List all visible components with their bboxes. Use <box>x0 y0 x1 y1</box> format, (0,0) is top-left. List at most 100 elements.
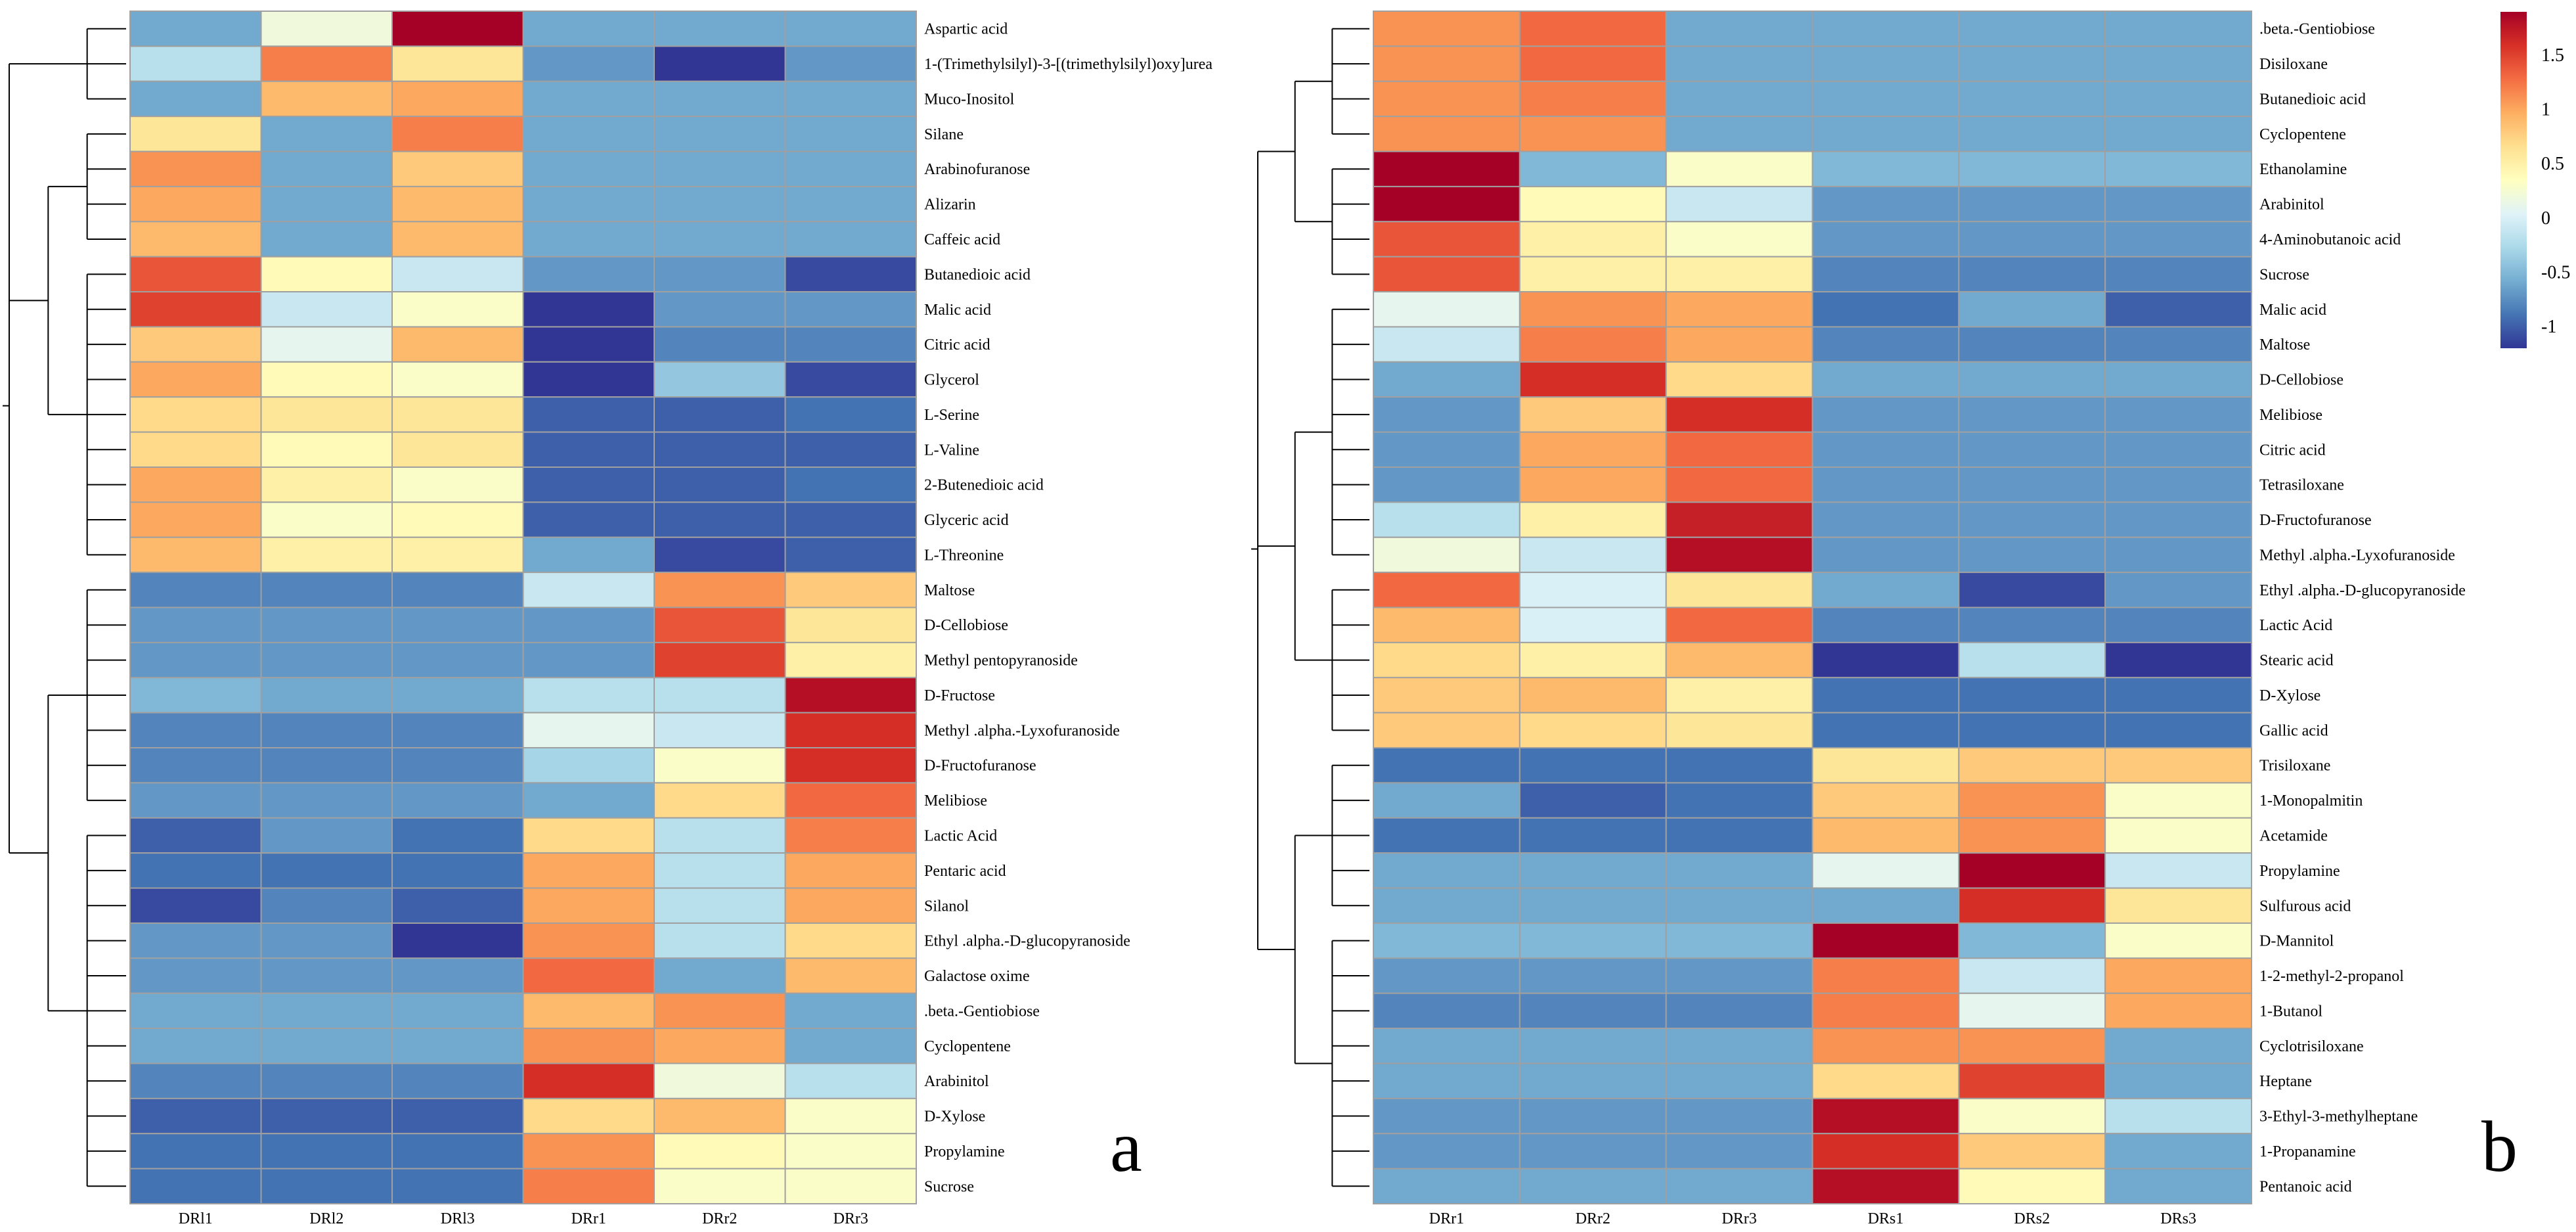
heatmap-cell-b-arabinitol-drs3 <box>2104 185 2252 223</box>
column-label-a-drr2: DRr2 <box>702 1210 737 1227</box>
heatmap-cell-a-1-trimethylsilyl-3-trimethylsilyl-oxy-urea-drl1 <box>129 45 262 82</box>
row-label-a-1-trimethylsilyl-3-trimethylsilyl-oxy-urea: 1-(Trimethylsilyl)-3-[(trimethylsilyl)ox… <box>924 56 1212 73</box>
heatmap-cell-b-trisiloxane-drr2 <box>1519 747 1667 784</box>
heatmap-cell-a-propylamine-drr3 <box>784 1133 917 1170</box>
heatmap-cell-a-caffeic-acid-drr2 <box>654 221 786 258</box>
row-label-b-d-mannitol: D-Mannitol <box>2259 933 2334 950</box>
heatmap-cell-a-methyl-alpha-lyxofuranoside-drl2 <box>260 712 393 749</box>
heatmap-cell-b-methyl-alpha-lyxofuranoside-drr1 <box>1373 536 1521 574</box>
heatmap-cell-b-d-xylose-drr3 <box>1665 677 1813 714</box>
heatmap-cell-b-stearic-acid-drs3 <box>2104 641 2252 679</box>
heatmap-cell-b-d-cellobiose-drs1 <box>1811 361 1960 398</box>
heatmap-cell-b-sucrose-drs3 <box>2104 256 2252 293</box>
heatmap-cell-a-glycerol-drr1 <box>522 361 655 398</box>
heatmap-cell-a-maltose-drr3 <box>784 572 917 608</box>
heatmap-cell-a-muco-inositol-drl1 <box>129 80 262 118</box>
heatmap-cell-b-1-butanol-drs3 <box>2104 992 2252 1030</box>
heatmap-cell-b-d-cellobiose-drs3 <box>2104 361 2252 398</box>
row-label-b-lactic-acid: Lactic Acid <box>2259 617 2332 634</box>
heatmap-cell-b-cyclotrisiloxane-drr2 <box>1519 1028 1667 1064</box>
heatmap-cell-a-methyl-pentopyranoside-drl2 <box>260 641 393 679</box>
heatmap-cell-a-ethyl-alpha-d-glucopyranoside-drl1 <box>129 922 262 959</box>
heatmap-cell-a-silane-drl2 <box>260 116 393 152</box>
heatmap-cell-b-citric-acid-drr1 <box>1373 431 1521 468</box>
heatmap-cell-a-2-butenedioic-acid-drl2 <box>260 466 393 503</box>
heatmap-cell-a-glycerol-drr3 <box>784 361 917 398</box>
row-label-a-propylamine: Propylamine <box>924 1143 1005 1160</box>
heatmap-cell-b-ethanolamine-drs3 <box>2104 150 2252 187</box>
row-label-b-1-butanol: 1-Butanol <box>2259 1003 2322 1020</box>
heatmap-cell-a-d-cellobiose-drl2 <box>260 606 393 643</box>
heatmap-cell-a-butanedioic-acid-drl3 <box>391 256 524 293</box>
heatmap-cell-a-galactose-oxime-drr2 <box>654 957 786 994</box>
heatmap-cell-b-gallic-acid-drs1 <box>1811 712 1960 749</box>
heatmap-cell-a-sucrose-drl3 <box>391 1168 524 1204</box>
heatmap-cell-b-malic-acid-drr3 <box>1665 291 1813 328</box>
heatmap-cell-b-ethyl-alpha-d-glucopyranoside-drr1 <box>1373 572 1521 608</box>
legend-tick-label: 0 <box>2541 208 2550 229</box>
heatmap-cell-a-silane-drr2 <box>654 116 786 152</box>
heatmap-cell-b-4-aminobutanoic-acid-drr1 <box>1373 221 1521 258</box>
row-label-b-pentanoic-acid: Pentanoic acid <box>2259 1178 2352 1195</box>
heatmap-cell-a-glycerol-drl1 <box>129 361 262 398</box>
heatmap-cell-b-propylamine-drs3 <box>2104 852 2252 889</box>
heatmap-cell-b-melibiose-drs2 <box>1958 396 2106 433</box>
heatmap-cell-b-stearic-acid-drr3 <box>1665 641 1813 679</box>
row-label-b-4-aminobutanoic-acid: 4-Aminobutanoic acid <box>2259 231 2401 248</box>
heatmap-cell-b-1-monopalmitin-drr1 <box>1373 782 1521 819</box>
legend-tick-label: 1 <box>2541 100 2550 120</box>
heatmap-cell-b-acetamide-drr2 <box>1519 817 1667 854</box>
heatmap-cell-b-lactic-acid-drr3 <box>1665 606 1813 643</box>
heatmap-cell-a-malic-acid-drl2 <box>260 291 393 328</box>
row-label-b-d-cellobiose: D-Cellobiose <box>2259 372 2343 389</box>
row-label-b-heptane: Heptane <box>2259 1073 2312 1090</box>
row-label-b-tetrasiloxane: Tetrasiloxane <box>2259 477 2344 494</box>
heatmap-cell-b-beta-gentiobiose-drr2 <box>1519 11 1667 47</box>
heatmap-cell-a-d-fructose-drr1 <box>522 677 655 714</box>
heatmap-cell-a-malic-acid-drr3 <box>784 291 917 328</box>
legend-tick-label: 1.5 <box>2541 45 2564 66</box>
heatmap-cell-b-1-propanamine-drr2 <box>1519 1133 1667 1170</box>
heatmap-cell-b-sulfurous-acid-drr3 <box>1665 887 1813 924</box>
row-label-b-butanedioic-acid: Butanedioic acid <box>2259 91 2366 108</box>
heatmap-cell-a-d-fructose-drl3 <box>391 677 524 714</box>
heatmap-cell-b-butanedioic-acid-drs3 <box>2104 80 2252 118</box>
heatmap-cell-a-sucrose-drr2 <box>654 1168 786 1204</box>
heatmap-cell-a-1-trimethylsilyl-3-trimethylsilyl-oxy-urea-drl2 <box>260 45 393 82</box>
heatmap-cell-a-muco-inositol-drr1 <box>522 80 655 118</box>
row-label-a-aspartic-acid: Aspartic acid <box>924 21 1008 38</box>
row-label-b-1-2-methyl-2-propanol: 1-2-methyl-2-propanol <box>2259 968 2404 985</box>
heatmap-cell-b-4-aminobutanoic-acid-drs2 <box>1958 221 2106 258</box>
heatmap-cell-b-pentanoic-acid-drs1 <box>1811 1168 1960 1204</box>
heatmap-cell-a-aspartic-acid-drr2 <box>654 11 786 47</box>
legend-tick-label: 0.5 <box>2541 154 2564 174</box>
heatmap-cell-a-l-serine-drr2 <box>654 396 786 433</box>
heatmap-cell-a-muco-inositol-drr3 <box>784 80 917 118</box>
heatmap-cell-a-citric-acid-drr3 <box>784 326 917 363</box>
heatmap-cell-a-methyl-alpha-lyxofuranoside-drl3 <box>391 712 524 749</box>
heatmap-cell-b-ethanolamine-drr2 <box>1519 150 1667 187</box>
heatmap-cell-b-cyclotrisiloxane-drs2 <box>1958 1028 2106 1064</box>
heatmap-cell-a-l-valine-drl1 <box>129 431 262 468</box>
heatmap-cell-b-3-ethyl-3-methylheptane-drs1 <box>1811 1097 1960 1135</box>
heatmap-cell-a-glycerol-drl3 <box>391 361 524 398</box>
heatmap-cell-a-arabinitol-drr1 <box>522 1062 655 1099</box>
heatmap-cell-b-maltose-drs1 <box>1811 326 1960 363</box>
heatmap-cell-b-sucrose-drr2 <box>1519 256 1667 293</box>
heatmap-cell-b-d-cellobiose-drr2 <box>1519 361 1667 398</box>
row-label-a-ethyl-alpha-d-glucopyranoside: Ethyl .alpha.-D-glucopyranoside <box>924 933 1130 950</box>
heatmap-cell-a-malic-acid-drr1 <box>522 291 655 328</box>
row-label-b-sulfurous-acid: Sulfurous acid <box>2259 898 2351 915</box>
heatmap-cell-b-1-monopalmitin-drs1 <box>1811 782 1960 819</box>
heatmap-cell-b-acetamide-drs1 <box>1811 817 1960 854</box>
heatmap-cell-b-heptane-drr3 <box>1665 1062 1813 1099</box>
heatmap-cell-a-methyl-pentopyranoside-drl3 <box>391 641 524 679</box>
panel-label-b: b <box>2481 1107 2518 1187</box>
column-label-b-drs1: DRs1 <box>1868 1210 1904 1227</box>
heatmap-cell-b-cyclotrisiloxane-drs3 <box>2104 1028 2252 1064</box>
heatmap-cell-a-2-butenedioic-acid-drr2 <box>654 466 786 503</box>
heatmap-cell-b-acetamide-drs3 <box>2104 817 2252 854</box>
row-label-b-gallic-acid: Gallic acid <box>2259 722 2328 739</box>
heatmap-cell-b-d-cellobiose-drs2 <box>1958 361 2106 398</box>
heatmap-cell-b-pentanoic-acid-drr1 <box>1373 1168 1521 1204</box>
